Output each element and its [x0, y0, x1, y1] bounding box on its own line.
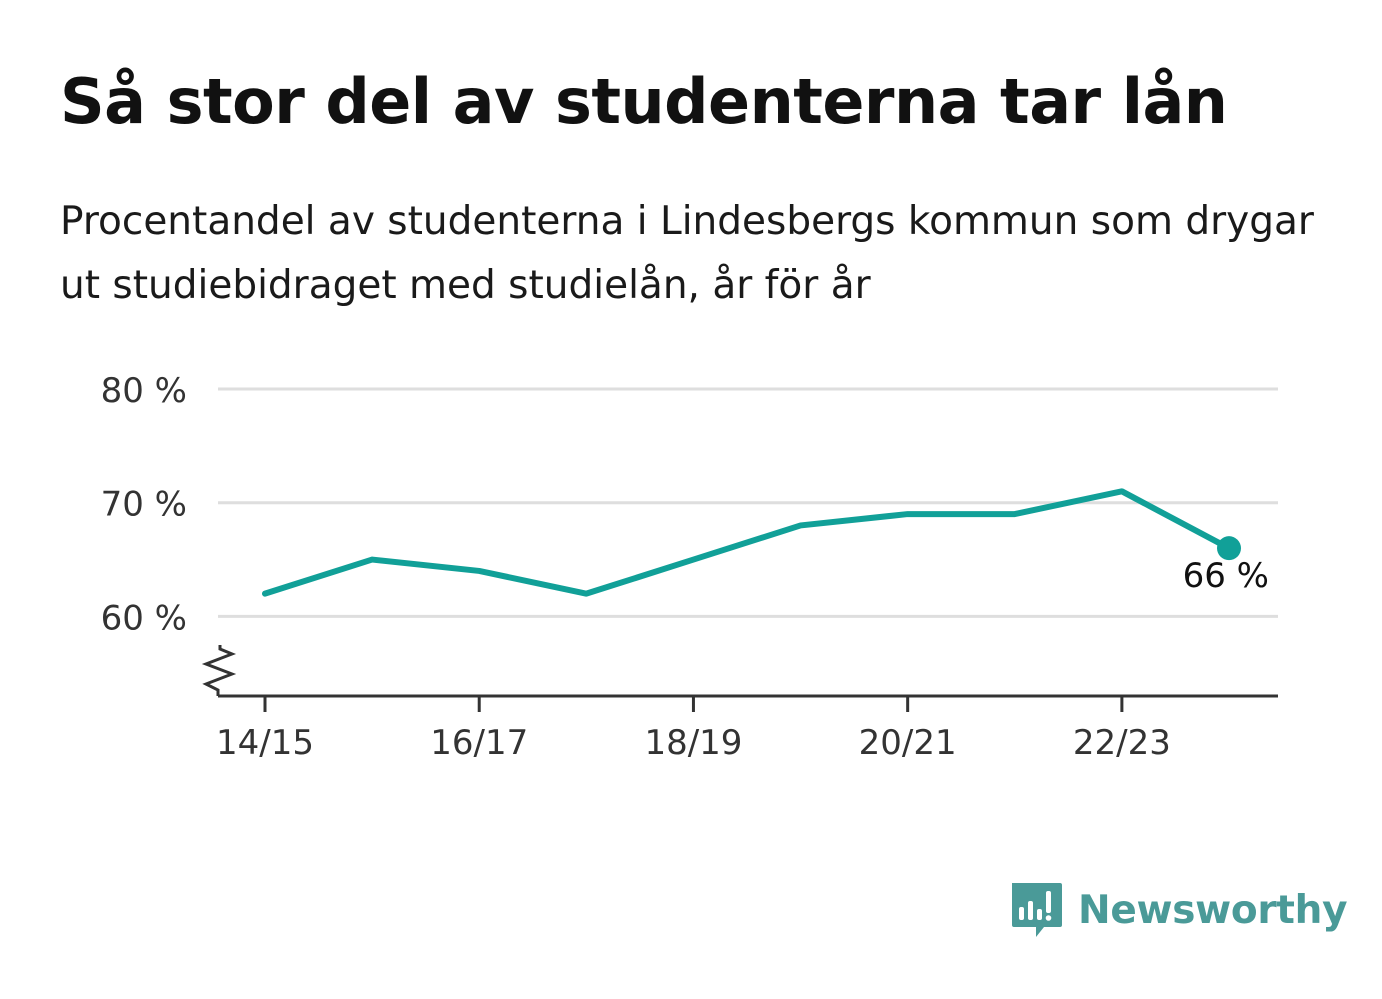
series-line [262, 488, 1232, 597]
y-axis-tick-labels: 60 % 70 % 80 % [101, 371, 187, 638]
series: 66 % [262, 488, 1269, 597]
y-axis-break-mark [201, 645, 237, 696]
chart-title: Så stor del av studenterna tar lån [60, 65, 1228, 138]
x-tick-label-22-23: 22/23 [1073, 723, 1171, 763]
x-tick-label-14-15: 14/15 [216, 723, 314, 763]
chart-subtitle: Procentandel av studenterna i Lindesberg… [60, 199, 1314, 308]
newsworthy-logo: Newsworthy [1010, 878, 1348, 942]
x-axis [201, 645, 1278, 712]
x-tick-label-16-17: 16/17 [430, 723, 528, 763]
y-tick-label-60: 60 % [101, 598, 187, 638]
last-point-marker [1217, 536, 1241, 561]
logo-text: Newsworthy [1078, 887, 1348, 933]
newsworthy-logo-icon [1012, 883, 1062, 937]
x-tick-label-18-19: 18/19 [644, 723, 742, 763]
y-tick-label-80: 80 % [101, 371, 187, 411]
last-value-label: 66 % [1183, 556, 1269, 596]
x-axis-tick-labels: 14/15 16/17 18/19 20/21 22/23 [216, 723, 1171, 763]
x-tick-label-20-21: 20/21 [859, 723, 957, 763]
grid-lines [218, 387, 1278, 618]
y-tick-label-70: 70 % [101, 485, 187, 525]
